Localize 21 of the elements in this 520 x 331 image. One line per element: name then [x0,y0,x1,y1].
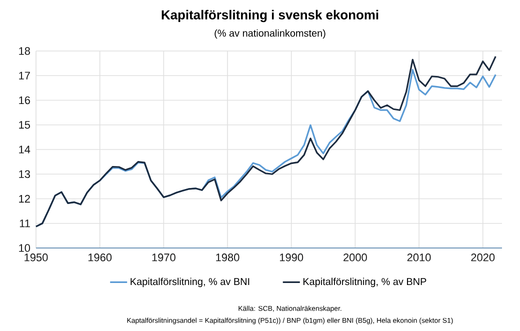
y-tick-label: 10 [19,244,30,252]
y-tick-label: 17 [19,72,30,80]
y-tick-label: 13 [19,170,30,178]
legend-label: Kapitalförslitning, % av BNP [303,278,426,288]
y-tick-label: 14 [19,146,30,154]
y-tick-label: 18 [19,47,30,55]
y-tick-label: 12 [19,194,30,203]
chart-subtitle: (% av nationalinkomsten) [214,29,326,39]
chart-title: Kapitalförslitning i svensk ekonomi [162,10,378,22]
x-tick-label: 1970 [152,254,176,262]
x-tick-label: 1960 [88,254,112,262]
x-tick-label: 1990 [280,254,304,262]
x-tick-label: 2010 [407,254,431,262]
x-tick-label: 2020 [471,254,495,262]
x-tick-label: 2000 [344,254,367,262]
x-tick-label: 1980 [216,254,240,262]
y-tick-label: 11 [20,220,30,228]
x-tick-label: 1950 [24,254,48,262]
legend-label: Kapitalförslitning, % av BNI [130,278,250,288]
y-tick-label: 16 [19,96,30,104]
y-tick-label: 15 [19,121,30,129]
